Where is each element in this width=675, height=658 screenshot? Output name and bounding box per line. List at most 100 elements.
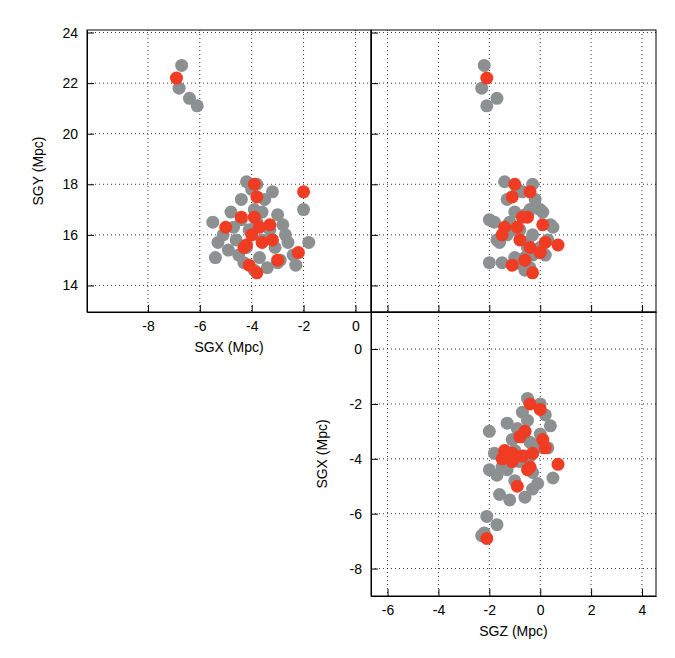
tick: -4 <box>433 589 446 618</box>
point <box>526 228 539 241</box>
point <box>552 458 565 471</box>
point <box>302 236 315 249</box>
axis-line <box>88 312 372 313</box>
tick <box>540 305 541 312</box>
point <box>292 246 305 259</box>
point <box>483 256 496 269</box>
tick <box>489 305 490 312</box>
x-axis: -6-4-2024 <box>372 589 657 618</box>
grid-line <box>540 30 541 312</box>
point <box>552 238 565 251</box>
point <box>518 425 531 438</box>
tick-mark <box>371 33 378 34</box>
tick <box>438 305 439 312</box>
grid <box>87 30 371 312</box>
y-axis: -8-6-4-20 <box>350 313 378 597</box>
grid-line <box>371 285 656 286</box>
tick: 0 <box>354 341 378 357</box>
grid-line <box>642 30 643 312</box>
tick-mark <box>87 184 94 185</box>
point <box>506 190 519 203</box>
tick-mark <box>87 235 94 236</box>
tick-mark <box>200 305 201 312</box>
tick-mark <box>371 83 378 84</box>
frame <box>87 30 371 312</box>
tick <box>371 83 378 84</box>
tick-label: -2 <box>298 318 311 334</box>
y-axis-title: SGX (Mpc) <box>314 419 330 488</box>
point <box>526 447 539 460</box>
tick-label: 24 <box>62 25 78 41</box>
tick <box>388 305 389 312</box>
tick: 16 <box>62 227 94 243</box>
tick-mark <box>438 305 439 312</box>
points <box>475 392 564 545</box>
grid-line <box>438 30 439 312</box>
tick-mark <box>355 305 356 312</box>
figure: -8-6-4-20141618202224SGX (Mpc)SGY (Mpc)-… <box>0 0 675 658</box>
tick-mark <box>371 285 378 286</box>
tick-mark <box>642 589 643 596</box>
point <box>248 178 261 191</box>
x-axis-title: SGX (Mpc) <box>194 339 263 355</box>
axis-line <box>372 596 657 597</box>
tick <box>371 134 378 135</box>
point <box>526 266 539 279</box>
tick: -8 <box>350 561 378 577</box>
y-axis: 141618202224 <box>62 25 94 313</box>
tick-label: -6 <box>194 318 207 334</box>
tick-mark <box>388 589 389 596</box>
tick-mark <box>371 459 378 460</box>
grid-line <box>87 133 371 134</box>
panel: -8-6-4-20141618202224 <box>62 25 371 334</box>
tick <box>371 235 378 236</box>
point <box>219 221 232 234</box>
point <box>526 447 539 460</box>
tick: -4 <box>350 451 378 467</box>
grid-line <box>371 83 656 84</box>
tick-mark <box>371 235 378 236</box>
point <box>191 99 204 112</box>
tick: 0 <box>352 305 360 334</box>
tick-label: 4 <box>639 602 647 618</box>
tick-mark <box>388 305 389 312</box>
point <box>536 218 549 231</box>
grid-line <box>371 403 656 404</box>
tick-label: 2 <box>588 602 596 618</box>
tick-mark <box>371 569 378 570</box>
point <box>256 236 269 249</box>
tick-mark <box>642 305 643 312</box>
tick-mark <box>371 404 378 405</box>
tick-label: 0 <box>352 318 360 334</box>
grid-line <box>87 285 371 286</box>
grid-line <box>371 32 656 33</box>
point <box>518 254 531 267</box>
tick-label: -6 <box>350 506 363 522</box>
tick <box>371 184 378 185</box>
grid-line <box>371 133 656 134</box>
point <box>536 433 549 446</box>
tick-label: 0 <box>354 341 362 357</box>
grid-line <box>87 83 371 84</box>
tick-mark <box>371 514 378 515</box>
tick <box>371 285 378 286</box>
point <box>478 59 491 72</box>
y-axis-title: SGY (Mpc) <box>30 137 46 206</box>
tick-mark <box>540 305 541 312</box>
tick-label: 18 <box>62 176 78 192</box>
point <box>297 203 310 216</box>
tick <box>642 305 643 312</box>
tick-label: -8 <box>142 318 155 334</box>
grid-line <box>642 312 643 596</box>
tick-mark <box>87 285 94 286</box>
point <box>480 532 493 545</box>
x-axis-title: SGZ (Mpc) <box>479 623 547 639</box>
tick-label: 0 <box>537 602 545 618</box>
tick-mark <box>489 305 490 312</box>
point <box>209 251 222 264</box>
tick <box>591 305 592 312</box>
grid-line <box>540 312 541 596</box>
point <box>263 218 276 231</box>
tick: -6 <box>382 589 395 618</box>
grid-line <box>303 30 304 312</box>
